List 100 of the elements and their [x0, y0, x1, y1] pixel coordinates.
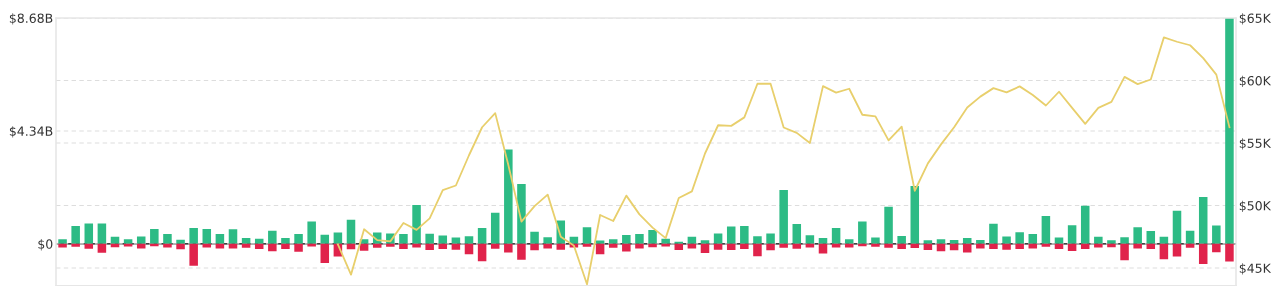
bar — [989, 243, 998, 250]
bar — [84, 223, 94, 244]
bar — [1041, 216, 1051, 244]
bar — [582, 243, 592, 247]
bar — [1041, 243, 1051, 247]
bar — [805, 243, 815, 248]
bar — [320, 243, 330, 264]
bar — [923, 243, 933, 251]
bar — [504, 149, 513, 244]
y2-tick-label: $65K — [1239, 13, 1272, 25]
bar — [1107, 243, 1116, 248]
bar — [1159, 236, 1169, 244]
y2-tick-label: $60K — [1239, 75, 1272, 88]
bar — [726, 226, 736, 244]
bar — [858, 221, 867, 244]
bar — [648, 230, 657, 244]
bar — [608, 243, 618, 248]
bar — [1185, 230, 1195, 244]
bar — [1120, 243, 1129, 261]
bar — [858, 243, 867, 247]
bar — [713, 243, 723, 250]
bar — [884, 206, 893, 244]
bar — [779, 243, 788, 248]
bar — [1094, 236, 1103, 244]
bar — [1028, 243, 1038, 249]
bar — [163, 243, 172, 248]
bar — [753, 236, 762, 244]
bar — [897, 243, 906, 250]
bar — [202, 243, 212, 248]
bar — [425, 233, 434, 244]
bar — [1198, 197, 1208, 244]
bar — [241, 237, 251, 244]
bar — [608, 239, 618, 244]
bar — [1002, 236, 1011, 244]
bar — [359, 243, 369, 251]
bar — [871, 237, 880, 244]
bar — [517, 184, 526, 244]
bar — [386, 243, 395, 247]
bar — [595, 240, 605, 244]
bar — [477, 227, 487, 244]
bar — [281, 237, 290, 244]
bar — [1080, 243, 1090, 250]
bar — [254, 243, 264, 250]
bar — [805, 235, 815, 244]
bar — [753, 243, 762, 257]
bar — [58, 239, 67, 244]
bar — [648, 243, 657, 248]
bar — [1185, 243, 1195, 248]
bar — [622, 235, 631, 244]
bar — [307, 221, 316, 244]
bar — [687, 243, 697, 249]
y2-tick-label: $50K — [1239, 200, 1272, 213]
bar — [97, 243, 107, 253]
bar — [399, 243, 408, 250]
bar — [1028, 233, 1038, 244]
bar — [268, 243, 277, 252]
bar — [241, 243, 251, 248]
bar — [163, 233, 172, 244]
bar — [897, 236, 906, 244]
y-tick-label: $4.34B — [9, 126, 53, 138]
bar — [1120, 237, 1129, 244]
bar — [136, 243, 146, 249]
bar — [84, 243, 94, 249]
bar — [97, 223, 107, 244]
bar — [582, 227, 592, 244]
bar — [936, 239, 946, 244]
bar — [372, 243, 382, 248]
y2-tick-label: $55K — [1239, 138, 1272, 150]
bar — [1002, 243, 1011, 250]
bar — [779, 190, 788, 244]
bar — [976, 243, 985, 249]
bar — [438, 235, 448, 244]
bar — [976, 239, 985, 244]
bar — [215, 233, 225, 244]
bar — [635, 243, 644, 249]
bar — [215, 243, 225, 249]
bar — [1159, 243, 1169, 260]
bar — [1054, 243, 1064, 250]
bar — [831, 227, 841, 244]
bar — [622, 243, 631, 252]
bar — [425, 243, 434, 251]
bar — [989, 223, 998, 244]
bar — [1015, 232, 1024, 244]
bar — [136, 236, 146, 244]
bar — [438, 243, 448, 250]
bar — [844, 243, 854, 248]
bar — [818, 237, 828, 244]
bar — [1172, 243, 1182, 257]
bar — [1212, 243, 1221, 253]
bar — [281, 243, 290, 250]
bar — [923, 240, 933, 244]
bar — [268, 230, 277, 244]
bar — [1225, 18, 1234, 244]
bar — [700, 243, 710, 253]
bar — [595, 243, 605, 255]
bar — [464, 236, 474, 244]
bar — [451, 243, 461, 250]
bar — [1198, 243, 1208, 264]
bar — [1015, 243, 1024, 250]
bar — [1080, 205, 1090, 244]
